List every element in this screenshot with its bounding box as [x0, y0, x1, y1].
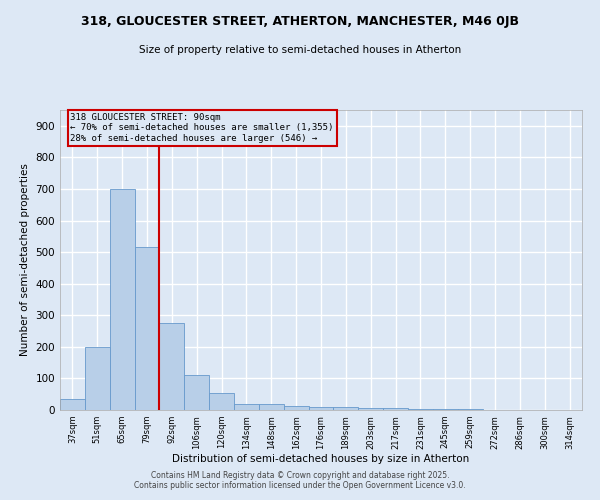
Bar [160, 323, 184, 410]
X-axis label: Distribution of semi-detached houses by size in Atherton: Distribution of semi-detached houses by … [172, 454, 470, 464]
Bar [308, 407, 334, 410]
Bar [234, 404, 259, 410]
Bar [60, 399, 85, 410]
Bar [209, 392, 234, 410]
Bar [134, 248, 160, 410]
Bar [85, 347, 110, 410]
Bar [358, 408, 383, 410]
Text: Size of property relative to semi-detached houses in Atherton: Size of property relative to semi-detach… [139, 45, 461, 55]
Y-axis label: Number of semi-detached properties: Number of semi-detached properties [20, 164, 30, 356]
Bar [284, 406, 308, 410]
Bar [259, 404, 284, 410]
Bar [184, 376, 209, 410]
Bar [383, 408, 408, 410]
Text: Contains HM Land Registry data © Crown copyright and database right 2025.
Contai: Contains HM Land Registry data © Crown c… [134, 470, 466, 490]
Text: 318 GLOUCESTER STREET: 90sqm
← 70% of semi-detached houses are smaller (1,355)
2: 318 GLOUCESTER STREET: 90sqm ← 70% of se… [70, 113, 334, 143]
Bar [334, 408, 358, 410]
Text: 318, GLOUCESTER STREET, ATHERTON, MANCHESTER, M46 0JB: 318, GLOUCESTER STREET, ATHERTON, MANCHE… [81, 15, 519, 28]
Bar [110, 189, 134, 410]
